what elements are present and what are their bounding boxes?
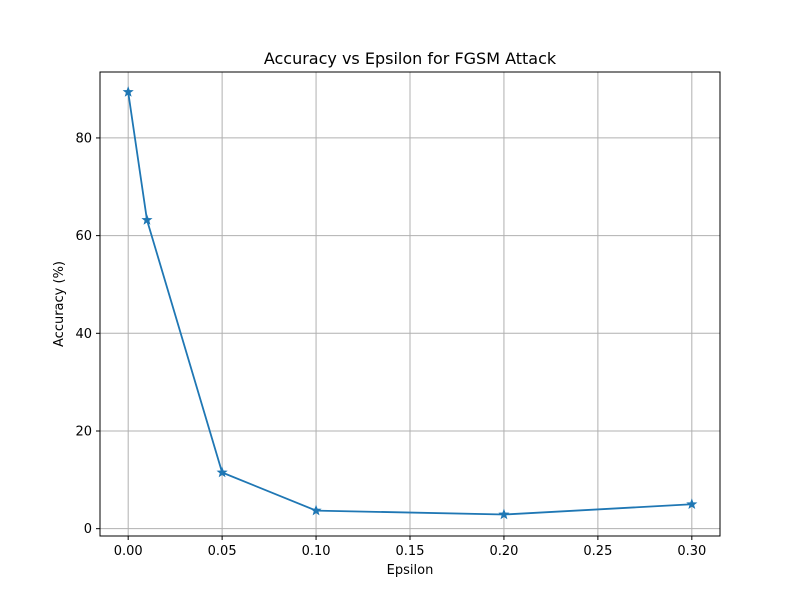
y-tick-label: 40	[75, 327, 92, 342]
series	[122, 86, 698, 520]
x-tick-label: 0.10	[302, 544, 331, 559]
x-tick-label: 0.05	[208, 544, 237, 559]
data-point-star	[310, 504, 322, 516]
y-axis-label: Accuracy (%)	[52, 261, 67, 347]
y-tick-label: 20	[75, 424, 92, 439]
chart-title: Accuracy vs Epsilon for FGSM Attack	[264, 49, 557, 68]
x-tick-label: 0.00	[114, 544, 143, 559]
y-tick-label: 60	[75, 229, 92, 244]
data-point-star	[216, 466, 228, 478]
y-tick-label: 0	[84, 522, 92, 537]
data-point-star	[141, 214, 153, 225]
x-tick-label: 0.20	[489, 544, 518, 559]
ticks: 0.00 0.05 0.10 0.15 0.20 0.25 0.30 0 20 40 60 80	[75, 131, 706, 559]
x-tick-label: 0.25	[583, 544, 612, 559]
plot-frame	[99, 71, 721, 537]
data-point-star	[686, 498, 698, 509]
data-point-star	[498, 508, 510, 520]
series-line	[127, 91, 692, 516]
x-tick-label: 0.30	[677, 544, 706, 559]
x-axis-label: Epsilon	[387, 563, 434, 578]
x-tick-label: 0.15	[396, 544, 425, 559]
grid	[100, 72, 720, 536]
y-tick-label: 80	[75, 131, 92, 146]
data-point-star	[122, 86, 134, 97]
